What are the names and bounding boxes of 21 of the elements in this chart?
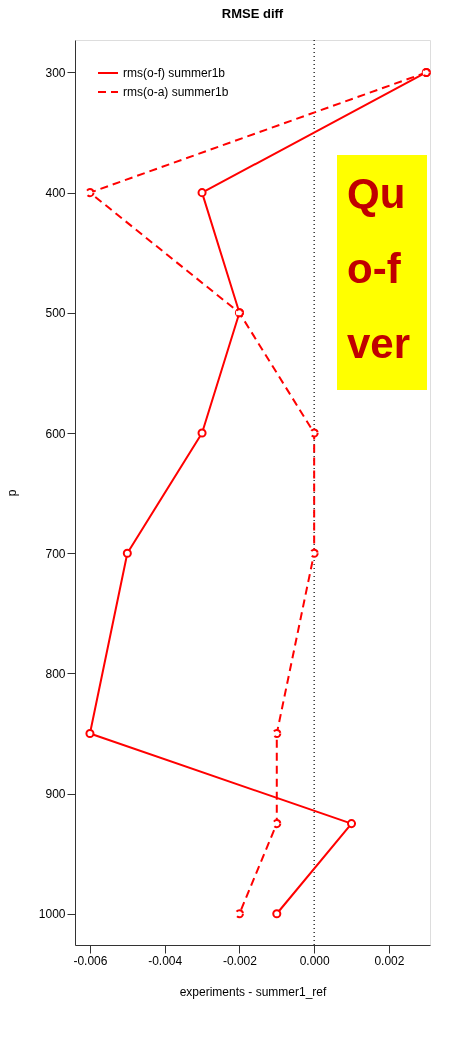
y-tick-label: 300 <box>45 65 66 80</box>
annotation: Qu <box>347 170 406 217</box>
y-tick-label: 900 <box>45 787 66 802</box>
x-tick-label: 0.002 <box>374 953 405 968</box>
y-axis-title: p <box>4 489 19 497</box>
y-tick-label: 700 <box>45 546 66 561</box>
x-axis-title: experiments - summer1_ref <box>179 984 328 999</box>
legend-label: rms(o-f) summer1b <box>123 66 226 80</box>
x-tick-label: -0.002 <box>222 953 258 968</box>
annotation: o-f <box>347 245 402 292</box>
x-tick-label: -0.004 <box>148 953 183 968</box>
chart-title: RMSE diff <box>221 6 284 22</box>
x-tick-label: -0.006 <box>73 953 108 968</box>
y-tick-label: 400 <box>45 186 66 201</box>
annotation: ver <box>347 320 411 367</box>
y-tick-label: 800 <box>45 666 66 681</box>
y-tick-label: 600 <box>45 426 66 441</box>
legend-label: rms(o-a) summer1b <box>123 85 229 99</box>
y-tick-label: 1000 <box>38 907 66 922</box>
x-tick-label: 0.000 <box>299 953 330 968</box>
y-tick-label: 500 <box>45 306 66 321</box>
